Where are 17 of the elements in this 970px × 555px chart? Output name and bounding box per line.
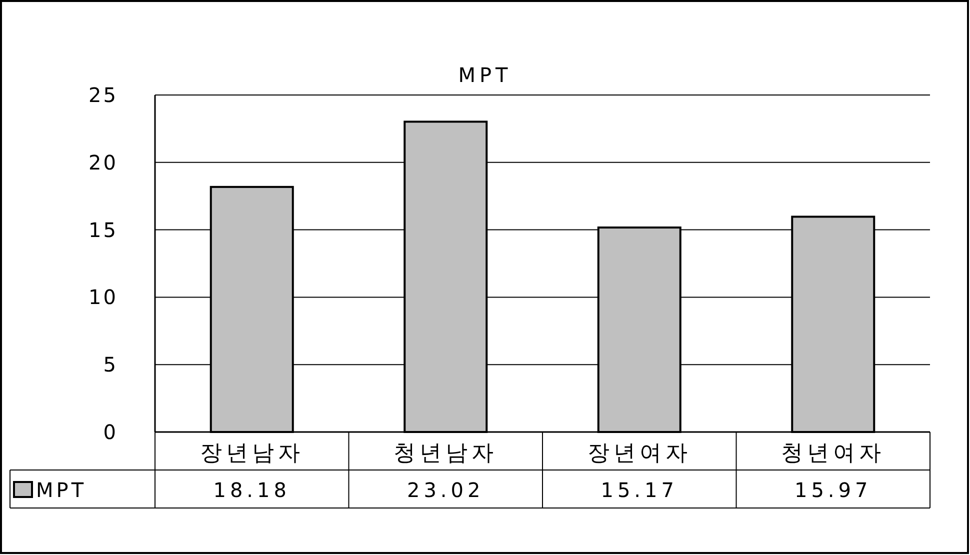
data-label: 15.97 xyxy=(794,478,872,502)
chart-title: MPT xyxy=(458,63,512,87)
y-tick-label: 0 xyxy=(103,420,118,444)
y-tick-label: 20 xyxy=(88,150,118,174)
x-tick-label: 청년여자 xyxy=(781,441,886,466)
y-tick-label: 10 xyxy=(88,285,118,310)
y-tick-label: 5 xyxy=(103,352,118,377)
data-label: 23.02 xyxy=(406,478,484,502)
y-tick-label: 25 xyxy=(88,83,118,107)
legend-label: MPT xyxy=(36,478,87,502)
data-label: 15.17 xyxy=(600,478,678,502)
x-tick-label: 장년여자 xyxy=(587,441,692,466)
x-tick-label: 청년남자 xyxy=(394,441,498,466)
y-tick-label: 15 xyxy=(88,218,118,242)
data-label: 18.18 xyxy=(213,478,291,502)
x-tick-label: 장년남자 xyxy=(200,441,304,466)
legend: MPT xyxy=(13,478,87,502)
